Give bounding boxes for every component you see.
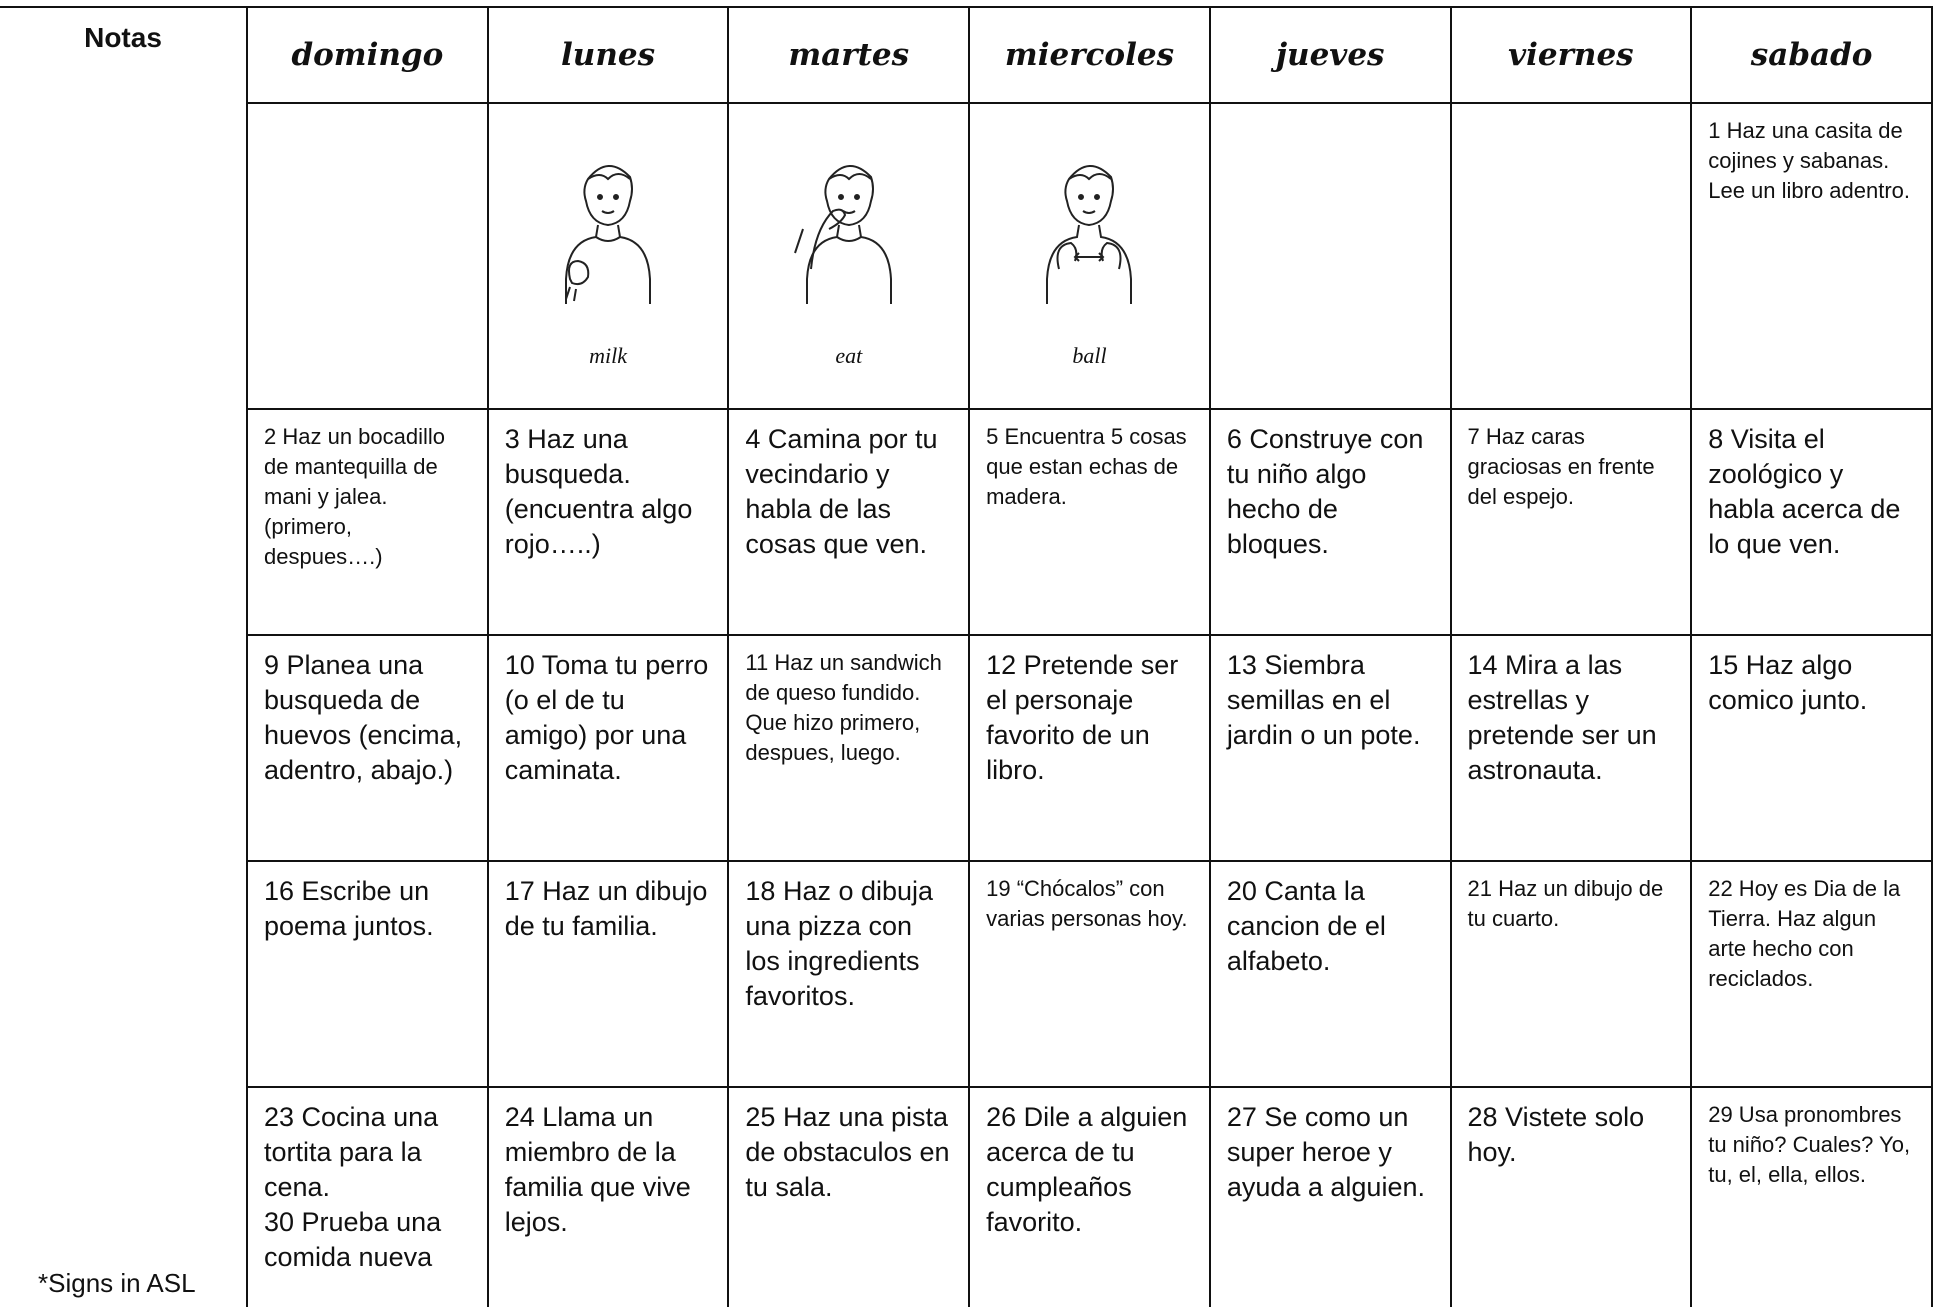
day-cell: 10 Toma tu perro (o el de tu amigo) por … [486,634,730,862]
sign-caption: eat [835,343,863,368]
header-row: Notas *Signs in ASL domingo lunes martes… [0,6,1933,1307]
sign-drawing [1046,165,1133,304]
day-cell: 17 Haz un dibujo de tu familia. [486,860,730,1088]
week-row: 2 Haz un bocadillo de mantequilla de man… [0,408,1933,636]
notes-title: Notas [84,22,162,53]
day-header: martes [727,6,971,104]
page-body: Notas *Signs in ASL domingo lunes martes… [0,6,1933,1307]
page: Calendario {"notes_title": "Notas", "foo… [0,6,1933,1307]
day-cell: 3 Haz una busqueda. (encuentra algo rojo… [486,408,730,636]
day-cell: 14 Mira a las estrellas y pretende ser u… [1449,634,1693,862]
day-header: sabado [1690,6,1933,104]
day-cell: 9 Planea una busqueda de huevos (encima,… [246,634,489,862]
day-cell: 24 Llama un miembro de la familia que vi… [486,1086,730,1307]
week-row: 9 Planea una busqueda de huevos (encima,… [0,634,1933,862]
day-cell: 15 Haz algo comico junto. [1690,634,1933,862]
day-cell: 27 Se como un super heroe y ayuda a algu… [1208,1086,1452,1307]
notes-column: Notas *Signs in ASL [0,6,248,1307]
day-header: domingo [246,6,489,104]
day-header: jueves [1208,6,1452,104]
sign-drawing [793,165,892,304]
calendar: Notas *Signs in ASL domingo lunes martes… [0,6,1933,1307]
day-cell: 22 Hoy es Dia de la Tierra. Haz algun ar… [1690,860,1933,1088]
day-cell: 21 Haz un dibujo de tu cuarto. [1449,860,1693,1088]
empty-cell [1449,102,1693,410]
day-cell: 20 Canta la cancion de el alfabeto. [1208,860,1452,1088]
week-row: 16 Escribe un poema juntos. 17 Haz un di… [0,860,1933,1088]
day-cell: 5 Encuentra 5 cosas que estan echas de m… [968,408,1211,636]
day-cell: 11 Haz un sandwich de queso fundido. Que… [727,634,971,862]
day-cell: 16 Escribe un poema juntos. [246,860,489,1088]
week-row: milk eat ball 1 Haz una casita de cojine… [0,102,1933,410]
footnote: *Signs in ASL [38,1268,196,1298]
day-cell: 6 Construye con tu niño algo hecho de bl… [1208,408,1452,636]
sign-caption: ball [1072,343,1107,368]
day-cell: 23 Cocina una tortita para la cena. 30 P… [246,1086,489,1307]
day-header: lunes [486,6,730,104]
day-cell: 12 Pretende ser el personaje favorito de… [968,634,1211,862]
sign-cell: milk [486,102,730,410]
day-cell: 19 “Chócalos” con varias personas hoy. [968,860,1211,1088]
day-cell: 1 Haz una casita de cojines y sabanas. L… [1690,102,1933,410]
sign-caption: milk [589,343,627,368]
sign-cell: ball [968,102,1211,410]
day-cell: 7 Haz caras graciosas en frente del espe… [1449,408,1693,636]
week-row: 23 Cocina una tortita para la cena. 30 P… [0,1086,1933,1307]
day-cell: 13 Siembra semillas en el jardin o un po… [1208,634,1452,862]
day-header: miercoles [968,6,1211,104]
day-cell: 29 Usa pronombres tu niño? Cuales? Yo, t… [1690,1086,1933,1307]
sign-drawing [565,165,652,304]
day-cell: 26 Dile a alguien acerca de tu cumpleaño… [968,1086,1211,1307]
day-cell: 25 Haz una pista de obstaculos en tu sal… [727,1086,971,1307]
sign-cell: eat [727,102,971,410]
day-cell: 18 Haz o dibuja una pizza con los ingred… [727,860,971,1088]
empty-cell [1208,102,1452,410]
day-cell: 28 Vistete solo hoy. [1449,1086,1693,1307]
day-cell: 2 Haz un bocadillo de mantequilla de man… [246,408,489,636]
day-cell: 8 Visita el zoológico y habla acerca de … [1690,408,1933,636]
day-header: viernes [1449,6,1693,104]
day-cell: 4 Camina por tu vecindario y habla de la… [727,408,971,636]
empty-cell [246,102,489,410]
